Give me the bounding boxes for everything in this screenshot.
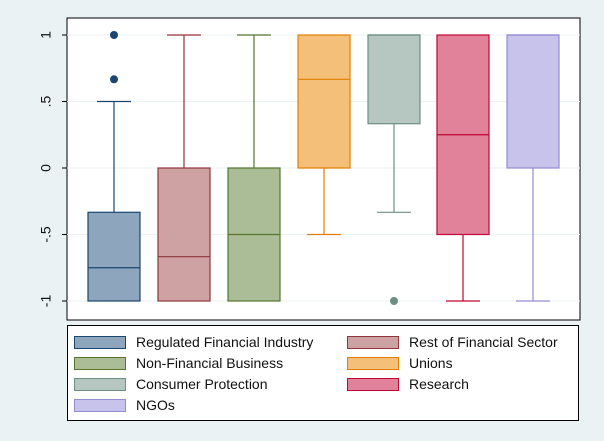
legend-swatch <box>74 377 126 391</box>
legend-label: Regulated Financial Industry <box>136 334 314 350</box>
box-unions <box>297 34 351 236</box>
boxes <box>87 31 560 305</box>
y-tick-label: .5 <box>38 95 54 107</box>
box-research <box>436 34 490 302</box>
y-tick-label: 0 <box>38 164 54 172</box>
legend-swatch <box>74 398 126 412</box>
box-ngos <box>506 34 560 302</box>
y-tick-label: -.5 <box>38 226 54 243</box>
legend-swatch <box>74 335 126 349</box>
legend: Regulated Financial Industry Rest of Fina… <box>67 325 579 421</box>
outlier-point <box>390 297 398 305</box>
box-regulated-financial-industry <box>87 31 141 302</box>
iqr-box <box>157 167 211 302</box>
legend-swatch <box>347 377 399 391</box>
legend-label: Rest of Financial Sector <box>409 334 558 350</box>
y-axis: 1 .5 0 -.5 -1 <box>38 31 67 307</box>
legend-item: Regulated Financial Industry <box>74 333 313 351</box>
box-consumer-protection <box>367 34 421 305</box>
legend-item: NGOs <box>74 396 175 414</box>
legend-label: Unions <box>409 355 453 371</box>
legend-item: Rest of Financial Sector <box>347 333 558 351</box>
legend-item: Consumer Protection <box>74 375 268 393</box>
legend-swatch <box>347 356 399 370</box>
outlier-point <box>110 31 118 39</box>
legend-label: Research <box>409 376 469 392</box>
legend-label: Consumer Protection <box>136 376 268 392</box>
y-tick-label: 1 <box>38 31 54 39</box>
y-tick-label: -1 <box>38 295 54 308</box>
box-non-financial-business <box>227 34 281 302</box>
box-rest-of-financial-sector <box>157 34 211 302</box>
legend-label: NGOs <box>136 397 175 413</box>
iqr-box <box>87 211 141 302</box>
iqr-box <box>367 34 421 125</box>
iqr-box <box>297 34 351 169</box>
legend-swatch <box>347 335 399 349</box>
outlier-point <box>110 75 118 84</box>
legend-item: Research <box>347 375 469 393</box>
legend-label: Non-Financial Business <box>136 355 284 371</box>
legend-swatch <box>74 356 126 370</box>
legend-item: Unions <box>347 354 453 372</box>
legend-item: Non-Financial Business <box>74 354 283 372</box>
iqr-box <box>506 34 560 169</box>
